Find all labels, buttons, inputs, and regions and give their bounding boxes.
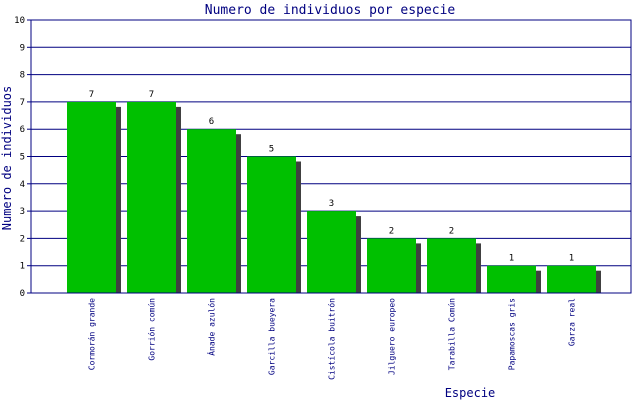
x-tick-label: Jilguero europeo: [388, 298, 397, 375]
x-tick-label: Ánade azulón: [206, 298, 217, 356]
bar: [247, 156, 296, 293]
y-tick-label: 3: [20, 207, 25, 217]
data-label: 1: [569, 254, 574, 264]
y-tick-label: 2: [20, 234, 25, 244]
bar: [427, 238, 476, 293]
x-tick-label: Gorrión común: [147, 298, 157, 361]
data-label: 2: [449, 226, 454, 236]
x-tick-label: Garcilla bueyera: [268, 298, 277, 375]
y-tick-label: 9: [20, 43, 25, 53]
data-label: 5: [269, 145, 274, 155]
label-layer: 7 Cormorán grande 7 Gorrión común 6 Ánade azu…: [88, 90, 577, 380]
x-tick-label: Papamoscas gris: [508, 298, 517, 370]
y-tick-label: 4: [20, 180, 25, 190]
bar: [67, 101, 116, 294]
bar: [487, 265, 536, 293]
data-label: 6: [209, 117, 214, 127]
y-tick-label: 7: [20, 98, 25, 108]
y-tick-label: 6: [20, 125, 25, 135]
x-tick-label: Cistícola buitrón: [327, 298, 337, 380]
bar: [547, 265, 596, 293]
bar: [307, 211, 356, 293]
axis-layer: 0 1 2 3 4 5 6 7 8 9 10: [14, 16, 632, 299]
y-tick-label: 1: [20, 262, 25, 272]
bar: [367, 238, 416, 293]
data-label: 7: [149, 90, 154, 100]
data-label: 3: [329, 199, 334, 209]
data-label: 2: [389, 226, 394, 236]
bar: [187, 129, 236, 293]
bar-layer: [67, 101, 596, 294]
x-axis-label: Especie: [445, 386, 496, 400]
y-tick-label: 10: [14, 16, 25, 26]
y-axis-label: Numero de individuos: [0, 86, 14, 231]
data-label: 1: [509, 254, 514, 264]
y-tick-label: 0: [20, 289, 25, 299]
data-label: 7: [89, 90, 94, 100]
x-tick-label: Tarabilla Común: [448, 298, 457, 370]
chart-title: Numero de individuos por especie: [205, 3, 456, 18]
x-tick-label: Garza real: [568, 298, 577, 346]
plot-frame: [30, 19, 632, 294]
bar: [127, 101, 176, 294]
x-tick-label: Cormorán grande: [88, 298, 97, 370]
y-tick-label: 8: [20, 71, 25, 81]
y-tick-label: 5: [20, 153, 25, 163]
